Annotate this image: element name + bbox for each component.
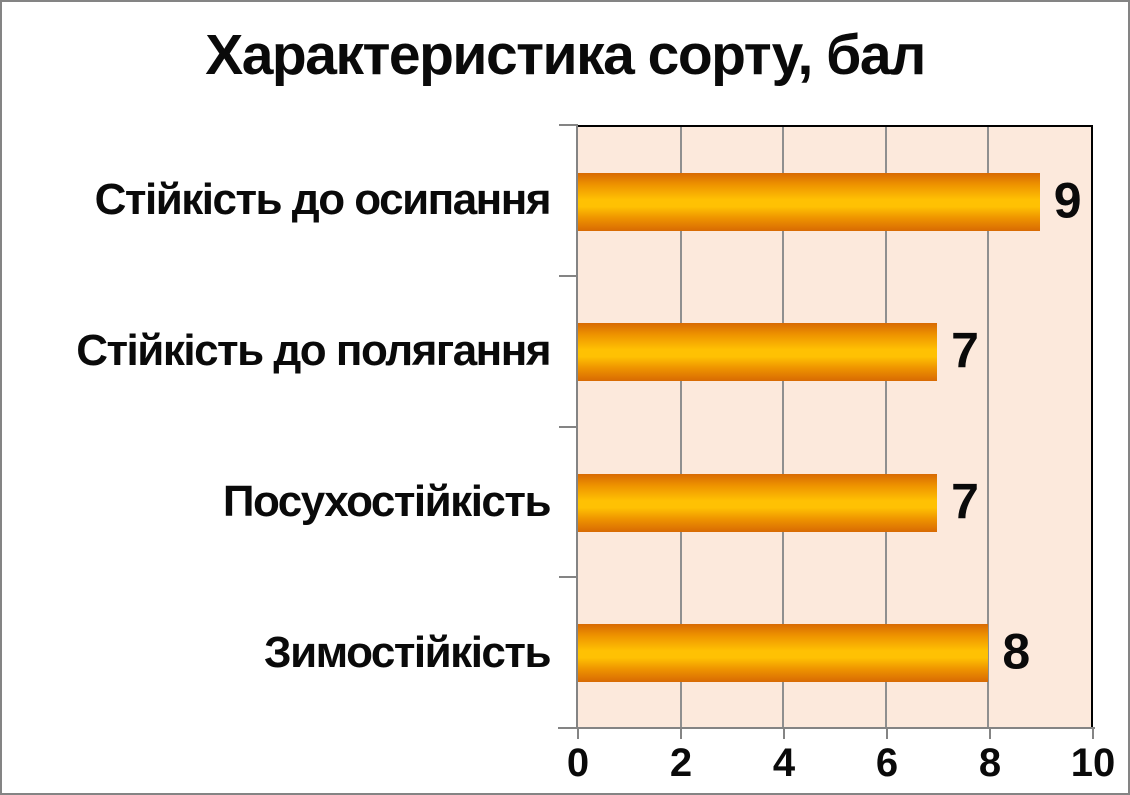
bar-row: 9: [578, 127, 1091, 277]
category-label: Стійкість до осипання: [94, 175, 552, 225]
gridline: [679, 127, 682, 728]
bar: [578, 323, 938, 382]
bar: [578, 173, 1040, 232]
x-tick-mark: [1092, 729, 1094, 739]
x-tick-mark: [989, 729, 991, 739]
x-tick-mark: [680, 729, 682, 739]
category-axis: Стійкість до осипання Стійкість до поляга…: [8, 125, 552, 728]
x-tick-label: 10: [1070, 741, 1116, 785]
y-tick-mark: [559, 124, 578, 126]
bar-value-label: 8: [1002, 623, 1031, 680]
category-label: Зимостійкість: [264, 627, 552, 677]
bar-row: 7: [578, 277, 1091, 427]
gridline: [987, 127, 990, 728]
x-tick-mark: [783, 729, 785, 739]
bar-row: 7: [578, 428, 1091, 578]
x-tick-label: 0: [566, 741, 590, 785]
y-tick-mark: [559, 727, 578, 729]
bar: [578, 623, 989, 682]
chart-title: Характеристика сорту, бал: [205, 23, 926, 87]
x-axis-line: [558, 727, 1095, 729]
x-tick-label: 2: [669, 741, 693, 785]
gridline: [884, 127, 887, 728]
bar: [578, 473, 938, 532]
y-tick-mark: [559, 274, 578, 277]
y-tick-mark: [559, 576, 578, 579]
x-tick-label: 6: [875, 741, 899, 785]
x-tick-label: 8: [978, 741, 1002, 785]
x-tick-mark: [577, 729, 579, 739]
gridline: [782, 127, 785, 728]
y-tick-mark: [559, 425, 578, 428]
bar-value-label: 7: [951, 473, 979, 530]
bar-value-label: 9: [1053, 172, 1082, 229]
category-label: Стійкість до полягання: [76, 326, 551, 376]
bar-row: 8: [578, 578, 1091, 728]
category-label: Посухостійкість: [222, 476, 552, 526]
x-tick-mark: [886, 729, 888, 739]
bar-value-label: 7: [951, 322, 979, 379]
x-tick-label: 4: [772, 741, 796, 785]
plot-area: 9 7 7 8: [578, 125, 1093, 728]
